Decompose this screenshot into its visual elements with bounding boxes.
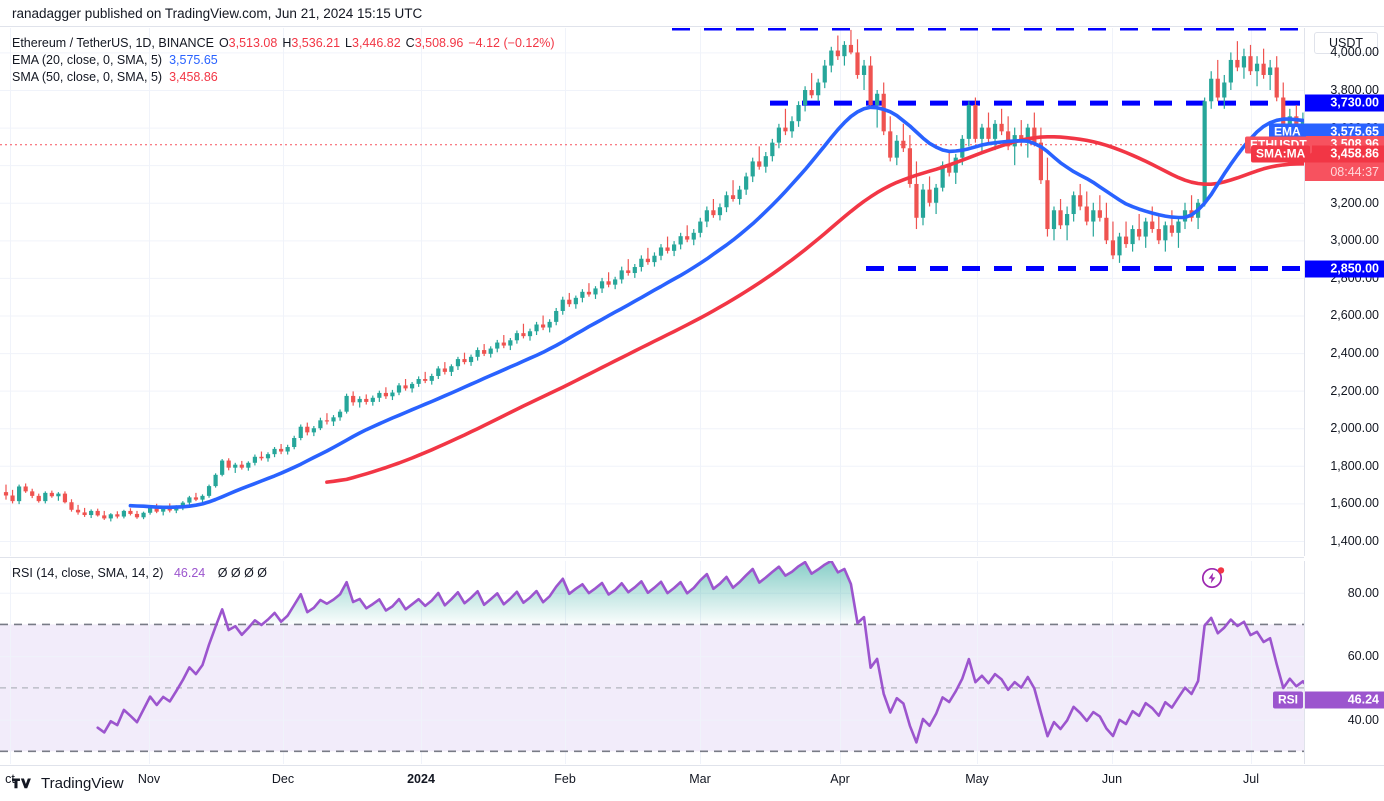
tradingview-logo[interactable]: TradingView bbox=[12, 775, 124, 792]
price-tick-1600: 1,600.00 bbox=[1330, 496, 1379, 511]
sma-price-badge: 3,458.86 bbox=[1305, 145, 1384, 163]
ohlc-high: H3,536.21 bbox=[282, 35, 341, 50]
time-tick-ct: ct bbox=[5, 772, 15, 786]
price-tick-3200: 3,200.00 bbox=[1330, 195, 1379, 210]
time-tick-Feb: Feb bbox=[554, 772, 576, 786]
attribution-text: ranadagger published on TradingView.com,… bbox=[12, 5, 423, 21]
attribution-bar: ranadagger published on TradingView.com,… bbox=[0, 0, 1384, 27]
time-tick-2024: 2024 bbox=[407, 772, 435, 786]
lightning-bolt-icon[interactable] bbox=[1200, 564, 1226, 590]
ohlc-close: C3,508.96 bbox=[405, 35, 464, 50]
footer: TradingView bbox=[0, 766, 1384, 801]
ohlc-open: O3,513.08 bbox=[218, 35, 278, 50]
rsi-legend-value: 46.24 bbox=[173, 566, 206, 580]
time-tick-Dec: Dec bbox=[271, 772, 295, 786]
time-tick-Nov: Nov bbox=[137, 772, 161, 786]
time-axis[interactable]: ct Nov Dec 2024 Feb Mar Apr May Jun Jul bbox=[0, 765, 1384, 794]
level-badge-3730: 3,730.00 bbox=[1305, 94, 1384, 112]
time-tick-May: May bbox=[965, 772, 989, 786]
rsi-tick-40: 40.00 bbox=[1347, 712, 1379, 727]
symbol-label: Ethereum / TetherUS, 1D, BINANCE bbox=[12, 35, 214, 50]
sma-legend-value: 3,458.86 bbox=[169, 69, 218, 84]
sma-legend-label: SMA (50, close, 0, SMA, 5) bbox=[12, 69, 163, 84]
ema-legend-value: 3,575.65 bbox=[169, 52, 218, 67]
price-tick-2400: 2,400.00 bbox=[1330, 346, 1379, 361]
rsi-legend-label: RSI (14, close, SMA, 14, 2) bbox=[12, 566, 164, 580]
rsi-plot bbox=[0, 561, 1304, 764]
sma-series-tag: SMA:MA bbox=[1251, 145, 1311, 163]
price-legend: Ethereum / TetherUS, 1D, BINANCE O3,513.… bbox=[12, 34, 555, 85]
chart-frame: Ethereum / TetherUS, 1D, BINANCE O3,513.… bbox=[0, 28, 1384, 794]
currency-chip[interactable]: USDT bbox=[1314, 32, 1378, 54]
tradingview-brand-label: TradingView bbox=[41, 775, 124, 792]
price-tick-3000: 3,000.00 bbox=[1330, 233, 1379, 248]
price-tick-4000: 4,000.00 bbox=[1330, 45, 1379, 60]
pane-divider bbox=[0, 557, 1304, 558]
time-tick-Jun: Jun bbox=[1101, 772, 1123, 786]
price-tick-3800: 3,800.00 bbox=[1330, 83, 1379, 97]
price-tick-1800: 1,800.00 bbox=[1330, 458, 1379, 473]
rsi-tick-80: 80.00 bbox=[1347, 585, 1379, 600]
rsi-tick-60: 60.00 bbox=[1347, 649, 1379, 664]
time-tick-Apr: Apr bbox=[830, 772, 850, 786]
ema-legend-label: EMA (20, close, 0, SMA, 5) bbox=[12, 52, 163, 67]
rsi-series-tag: RSI bbox=[1273, 691, 1304, 709]
time-tick-Mar: Mar bbox=[689, 772, 711, 786]
time-tick-Jul: Jul bbox=[1243, 772, 1259, 786]
rsi-legend[interactable]: RSI (14, close, SMA, 14, 2) 46.24 Ø Ø Ø … bbox=[12, 565, 267, 581]
level-badge-2850: 2,850.00 bbox=[1305, 260, 1384, 277]
ohlc-low: L3,446.82 bbox=[345, 35, 401, 50]
price-tick-2200: 2,200.00 bbox=[1330, 383, 1379, 398]
ema-legend-row[interactable]: EMA (20, close, 0, SMA, 5) 3,575.65 bbox=[12, 51, 555, 68]
sma-legend-row[interactable]: SMA (50, close, 0, SMA, 5) 3,458.86 bbox=[12, 68, 555, 85]
rsi-pane[interactable]: RSI (14, close, SMA, 14, 2) 46.24 Ø Ø Ø … bbox=[0, 561, 1304, 764]
ohlc-change: −4.12 (−0.12%) bbox=[468, 35, 555, 50]
price-tick-2000: 2,000.00 bbox=[1330, 421, 1379, 436]
price-pane[interactable]: Ethereum / TetherUS, 1D, BINANCE O3,513.… bbox=[0, 28, 1304, 556]
rsi-value-badge: 46.24 bbox=[1305, 691, 1384, 709]
symbol-ohlc-row: Ethereum / TetherUS, 1D, BINANCE O3,513.… bbox=[12, 34, 555, 51]
rsi-axis[interactable]: 80.00 60.00 40.00 46.24 bbox=[1304, 561, 1384, 764]
tradingview-logo-icon bbox=[12, 778, 31, 788]
price-plot bbox=[0, 28, 1304, 556]
price-tick-2600: 2,600.00 bbox=[1330, 308, 1379, 323]
bar-countdown: 08:44:37 bbox=[1330, 164, 1379, 179]
price-tick-1400: 1,400.00 bbox=[1330, 533, 1379, 548]
rsi-legend-empty-values: Ø Ø Ø Ø bbox=[217, 566, 268, 580]
price-axis[interactable]: USDT 4,000.003,800.003,600.003,400.003,2… bbox=[1304, 28, 1384, 556]
